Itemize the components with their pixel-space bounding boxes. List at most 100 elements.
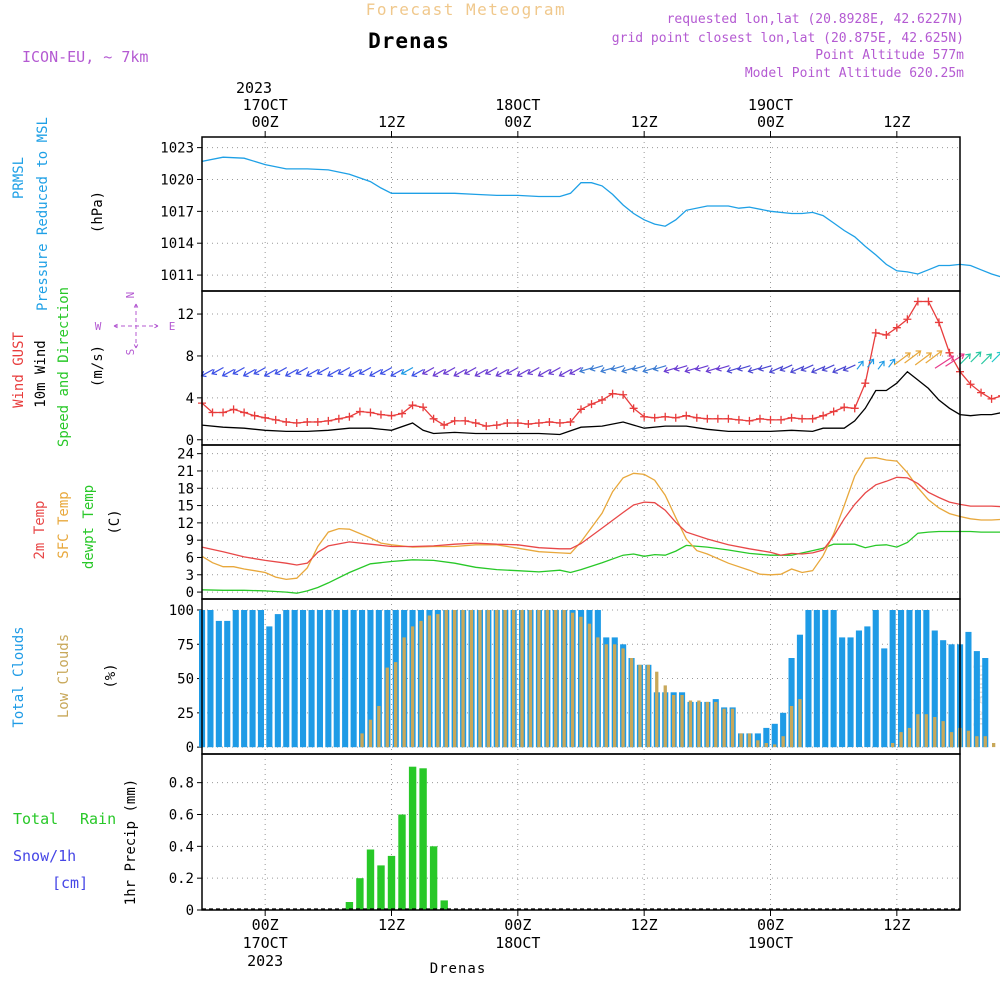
rain-bar — [377, 865, 385, 910]
wind-direction-arrow — [914, 352, 933, 366]
gust-marker — [492, 421, 501, 430]
total-clouds-bar — [325, 610, 332, 748]
total-clouds-bar — [215, 620, 222, 748]
panel-label-sfc-temp: SFC Temp — [56, 491, 72, 558]
gust-marker — [482, 422, 491, 431]
gust-marker — [566, 417, 575, 426]
gust-marker — [577, 405, 585, 414]
low-clouds-bar — [764, 743, 768, 748]
low-clouds-bar — [697, 700, 701, 748]
series-line-2m-temp — [201, 476, 1000, 566]
gust-marker — [545, 417, 554, 426]
grid-point-coords: grid point closest lon,lat (20.875E, 42.… — [612, 31, 964, 46]
wind-direction-arrow — [527, 366, 540, 376]
low-clouds-bar — [562, 610, 566, 748]
rain-bar — [419, 768, 427, 910]
panel-unit-mm: 1hr Precip (mm) — [123, 779, 139, 905]
gust-marker — [271, 415, 280, 424]
wind-direction-arrow — [832, 366, 846, 374]
wind-direction-arrow — [810, 366, 825, 374]
low-clouds-bar — [941, 721, 945, 748]
gust-marker — [671, 413, 680, 422]
low-clouds-bar — [629, 658, 634, 748]
wind-direction-arrow — [747, 367, 762, 374]
total-clouds-bar — [754, 733, 761, 748]
wind-direction-arrow — [200, 368, 214, 378]
y-tick-label: 3 — [186, 568, 194, 584]
total-clouds-bar — [864, 626, 871, 748]
wind-direction-arrow — [305, 368, 319, 378]
y-tick-label: 0 — [186, 433, 194, 449]
low-clouds-bar — [587, 623, 592, 748]
wind-direction-arrow — [789, 366, 803, 374]
gust-marker — [650, 413, 659, 422]
low-clouds-bar — [747, 733, 752, 748]
low-clouds-bar — [545, 610, 549, 748]
top-time-label: 12Z — [378, 113, 405, 131]
low-clouds-bar — [739, 733, 743, 748]
wind-direction-arrow — [684, 367, 698, 374]
gust-marker — [503, 419, 512, 427]
wind-direction-arrow — [642, 367, 656, 374]
gust-marker — [324, 416, 333, 425]
wind-direction-arrow — [768, 366, 782, 374]
rain-bar — [408, 766, 417, 910]
series-line-sfc-temp — [201, 457, 1000, 581]
low-clouds-bar — [646, 664, 650, 748]
total-clouds-bar — [931, 630, 938, 748]
wind-direction-arrow — [232, 366, 245, 376]
total-clouds-bar — [830, 610, 837, 748]
total-clouds-bar — [333, 610, 340, 748]
low-clouds-bar — [512, 610, 516, 748]
panel-label-dewpt-temp: dewpt Temp — [81, 485, 97, 569]
y-tick-label: 75 — [177, 637, 194, 653]
wind-direction-arrow — [726, 367, 741, 374]
point-altitude: Point Altitude 577m — [815, 48, 964, 63]
bottom-time-label: 00Z — [504, 916, 531, 934]
low-clouds-bar — [579, 616, 583, 748]
bottom-time-label: 12Z — [883, 916, 910, 934]
y-tick-label: 18 — [177, 481, 194, 497]
y-tick-label: 4 — [186, 391, 194, 407]
low-clouds-bar — [385, 667, 389, 748]
panel-label-total: Total — [13, 810, 58, 828]
low-clouds-bar — [570, 612, 575, 748]
wind-direction-arrow — [694, 365, 709, 372]
low-clouds-bar — [798, 699, 802, 748]
total-clouds-bar — [266, 626, 273, 748]
wind-direction-arrow — [453, 368, 466, 378]
gust-marker — [219, 408, 228, 417]
rain-bar — [387, 855, 396, 910]
panel-unit-cm: [cm] — [52, 874, 88, 892]
low-clouds-bar — [688, 700, 693, 748]
series-line-dewpt-temp — [201, 530, 1000, 594]
low-clouds-bar — [907, 727, 912, 748]
total-clouds-bar — [350, 610, 357, 748]
panel-frame — [201, 136, 961, 292]
wind-direction-arrow — [295, 366, 308, 376]
bottom-time-label: 12Z — [378, 916, 405, 934]
total-clouds-bar — [274, 614, 281, 748]
wind-direction-arrow — [348, 368, 361, 378]
low-clouds-bar — [916, 714, 920, 748]
rain-bar — [345, 902, 354, 910]
total-clouds-bar — [257, 610, 264, 748]
rain-bar — [429, 846, 438, 910]
gust-marker — [208, 408, 217, 417]
low-clouds-bar — [949, 732, 954, 748]
panel-label-low-clouds: Low Clouds — [56, 634, 72, 718]
wind-direction-arrow — [432, 368, 445, 378]
gust-marker — [229, 405, 238, 414]
gust-marker — [640, 412, 649, 421]
series-line-prmsl — [201, 156, 1000, 278]
low-clouds-bar — [486, 610, 490, 748]
gust-marker — [861, 379, 870, 388]
wind-direction-arrow — [495, 368, 508, 378]
low-clouds-bar — [377, 706, 381, 748]
gust-marker — [355, 407, 364, 416]
chart-title: Forecast Meteogram — [366, 0, 566, 19]
gust-marker — [977, 388, 986, 397]
total-clouds-bar — [872, 610, 879, 748]
panel-label-prmsl: PRMSL — [11, 157, 27, 199]
